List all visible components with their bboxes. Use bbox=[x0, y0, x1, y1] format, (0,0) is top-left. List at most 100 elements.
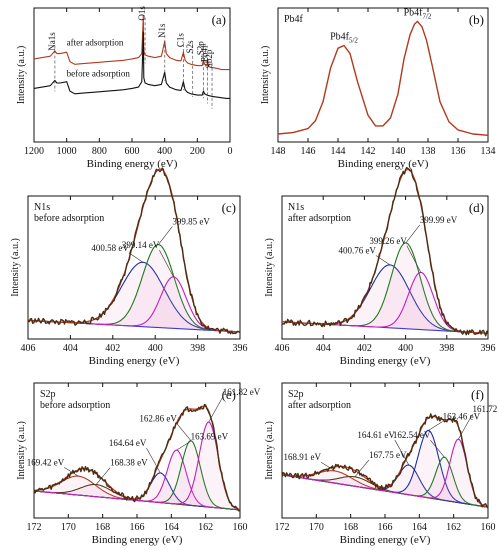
x-tick-label: 170 bbox=[309, 522, 324, 533]
peak-energy-label: 163.46 eV bbox=[443, 412, 481, 422]
panel-title: Pb4f bbox=[284, 14, 304, 25]
x-tick-label: 136 bbox=[451, 146, 466, 157]
peak-leader bbox=[158, 226, 173, 245]
x-tick-label: 1000 bbox=[57, 146, 77, 157]
x-tick-label: 200 bbox=[190, 146, 205, 157]
component-peak bbox=[33, 421, 241, 511]
component-fill bbox=[34, 476, 240, 510]
x-tick-label: 164 bbox=[412, 522, 427, 533]
y-axis-label: Intensity (a.u.) bbox=[16, 46, 27, 105]
x-axis-label: Binding energy (eV) bbox=[87, 158, 178, 170]
peak-leader bbox=[406, 245, 422, 273]
x-tick-label: 1200 bbox=[24, 146, 44, 157]
panel-label: (a) bbox=[212, 12, 226, 27]
peak-leader bbox=[405, 224, 421, 244]
panel-label: (e) bbox=[222, 387, 236, 402]
x-tick-label: 800 bbox=[92, 146, 107, 157]
raw-spectrum bbox=[281, 166, 489, 337]
component-fill bbox=[282, 264, 488, 334]
panel-f: 172 170 168 166 164 162 160 Binding energy (eV)… bbox=[264, 382, 499, 546]
x-tick-label: 142 bbox=[361, 146, 376, 157]
component-fill bbox=[282, 457, 488, 508]
peak-label: Pb4f5/2 bbox=[330, 32, 358, 45]
peak-label-main: Pb4f bbox=[404, 7, 424, 18]
panel-label: (f) bbox=[471, 387, 484, 402]
series-line bbox=[277, 20, 489, 136]
peak-energy-label: 399.99 eV bbox=[420, 215, 458, 225]
peak-energy-label: 169.42 eV bbox=[27, 457, 65, 467]
component-fill bbox=[28, 262, 240, 332]
x-tick-label: 400 bbox=[398, 343, 413, 354]
x-axis-label: Binding energy (eV) bbox=[92, 534, 183, 546]
panel-label: (d) bbox=[469, 200, 484, 215]
x-tick-label: 400 bbox=[148, 343, 163, 354]
plot-frame bbox=[281, 382, 489, 519]
component-fill bbox=[28, 244, 240, 332]
raw-spectrum bbox=[27, 167, 241, 335]
panel-label: (c) bbox=[222, 200, 236, 215]
x-tick-label: 172 bbox=[275, 522, 290, 533]
peak-energy-label: 399.26 eV bbox=[369, 236, 407, 246]
x-tick-label: 168 bbox=[343, 522, 358, 533]
component-fill bbox=[34, 422, 240, 510]
x-tick-label: 402 bbox=[357, 343, 372, 354]
peak-label-sub: 5/2 bbox=[349, 37, 358, 45]
plot-frame bbox=[281, 195, 489, 340]
x-tick-label: 134 bbox=[481, 146, 496, 157]
panel-e: 172 170 168 166 164 162 160 Binding energy (eV)… bbox=[16, 382, 261, 546]
panel-d: 406 404 402 400 398 396 Binding energy (eV) Int… bbox=[264, 166, 496, 367]
peak-leader bbox=[95, 467, 111, 485]
peak-leader bbox=[176, 441, 191, 451]
raw-spectrum bbox=[281, 413, 489, 509]
series-line bbox=[33, 15, 230, 71]
x-axis-label: Binding energy (eV) bbox=[89, 355, 180, 367]
raw-spectrum bbox=[33, 403, 241, 512]
peak-leader bbox=[375, 255, 391, 266]
x-tick-label: 166 bbox=[378, 522, 393, 533]
peak-energy-label: 162.54 eV bbox=[393, 430, 431, 440]
x-tick-label: 144 bbox=[331, 146, 346, 157]
annotation-label: Sb2p bbox=[204, 49, 214, 68]
component-fill bbox=[282, 272, 488, 334]
x-tick-label: 396 bbox=[233, 343, 248, 354]
panel-subtitle: after adsorption bbox=[288, 400, 351, 411]
peak-leader bbox=[64, 467, 79, 477]
peak-energy-label: 161.72 eV bbox=[472, 404, 499, 414]
peak-energy-label: 168.91 eV bbox=[284, 452, 322, 462]
component-fill bbox=[282, 439, 488, 508]
x-tick-label: 402 bbox=[105, 343, 120, 354]
y-axis-label: Intensity (a.u.) bbox=[264, 421, 275, 480]
peak-leader bbox=[428, 421, 443, 431]
annotation-label: N1s bbox=[157, 23, 167, 38]
y-axis-label: Intensity (a.u.) bbox=[10, 238, 21, 297]
x-tick-label: 404 bbox=[316, 343, 331, 354]
peak-label-main: Pb4f bbox=[330, 32, 350, 43]
x-tick-label: 172 bbox=[27, 522, 42, 533]
plot-frame bbox=[277, 7, 489, 143]
peak-energy-label: 400.58 eV bbox=[91, 243, 129, 253]
x-tick-label: 162 bbox=[446, 522, 461, 533]
component-fill bbox=[282, 242, 488, 334]
x-tick-label: 138 bbox=[421, 146, 436, 157]
x-axis-label: Binding energy (eV) bbox=[338, 158, 429, 170]
x-tick-label: 0 bbox=[228, 146, 233, 157]
peak-leader bbox=[146, 447, 161, 474]
x-tick-label: 146 bbox=[301, 146, 316, 157]
panel-b: 148 146 144 142 140 138 136 134 Binding energy (… bbox=[260, 7, 496, 170]
peak-energy-label: 168.38 eV bbox=[110, 458, 148, 468]
component-fill bbox=[34, 450, 240, 510]
panel-label: (b) bbox=[469, 12, 484, 27]
x-tick-label: 170 bbox=[61, 522, 76, 533]
component-fill bbox=[34, 484, 240, 510]
plot-frame bbox=[33, 7, 231, 143]
peak-energy-label: 400.76 eV bbox=[338, 245, 376, 255]
annotation-label: before adsorption bbox=[67, 68, 131, 78]
peak-energy-label: 399.85 eV bbox=[172, 216, 210, 226]
peak-energy-label: 163.69 eV bbox=[191, 431, 229, 441]
peak-energy-label: 161.82 eV bbox=[223, 387, 261, 397]
panel-title: S2p bbox=[40, 389, 56, 400]
x-tick-label: 406 bbox=[275, 343, 290, 354]
x-tick-label: 398 bbox=[439, 343, 454, 354]
x-tick-label: 400 bbox=[157, 146, 172, 157]
x-tick-label: 396 bbox=[481, 343, 496, 354]
